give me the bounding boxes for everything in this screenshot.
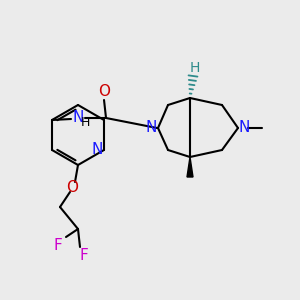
Text: N: N bbox=[72, 110, 84, 124]
Text: N: N bbox=[91, 142, 103, 158]
Text: N: N bbox=[238, 121, 250, 136]
Text: F: F bbox=[80, 248, 88, 262]
Text: H: H bbox=[190, 61, 200, 75]
Text: F: F bbox=[54, 238, 62, 253]
Text: O: O bbox=[98, 85, 110, 100]
Polygon shape bbox=[187, 157, 193, 177]
Text: N: N bbox=[145, 121, 157, 136]
Text: O: O bbox=[66, 181, 78, 196]
Text: H: H bbox=[80, 116, 90, 130]
